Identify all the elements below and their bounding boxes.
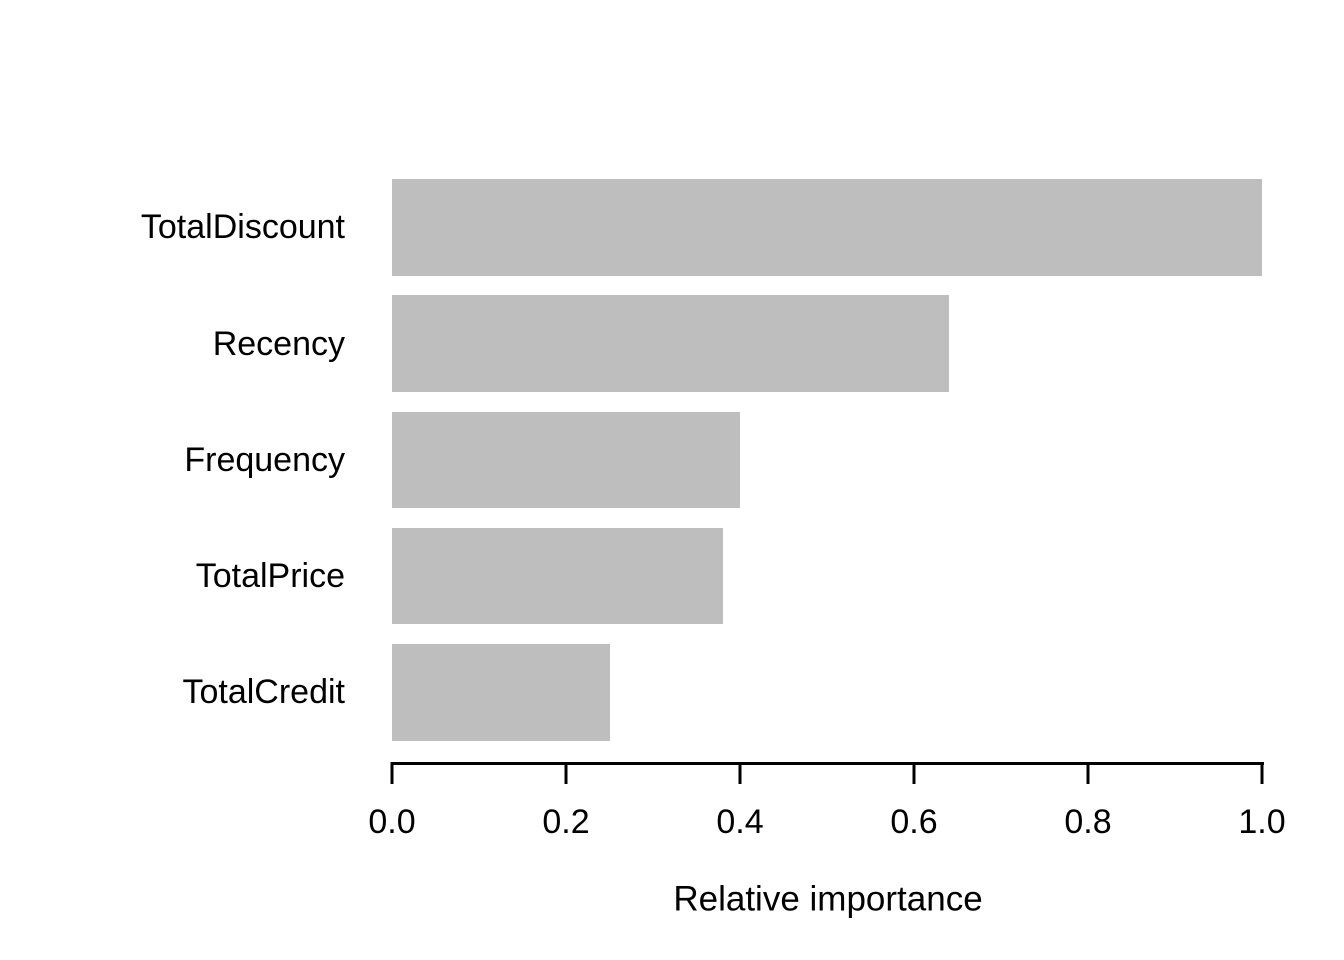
bar-frequency: [392, 411, 740, 508]
bar-recency: [392, 295, 949, 392]
x-axis-tick-label: 0.0: [368, 803, 416, 841]
x-axis-tick-label: 0.6: [890, 803, 938, 841]
x-axis-tick: [564, 762, 568, 784]
x-axis-title: Relative importance: [673, 879, 983, 919]
bar-totaldiscount: [392, 179, 1262, 276]
category-label-frequency: Frequency: [184, 440, 345, 479]
x-axis-tick: [1260, 762, 1264, 784]
x-axis-tick-label: 0.2: [542, 803, 590, 841]
category-label-totalprice: TotalPrice: [195, 557, 345, 595]
x-axis-tick: [390, 762, 394, 784]
x-axis-tick: [738, 762, 742, 784]
x-axis-line: [392, 762, 1264, 765]
x-axis-tick-label: 0.4: [716, 803, 764, 841]
category-label-totaldiscount: TotalDiscount: [140, 208, 345, 247]
category-label-totalcredit: TotalCredit: [182, 673, 345, 712]
bar-totalcredit: [392, 644, 610, 741]
x-axis-tick: [912, 762, 916, 784]
bar-totalprice: [392, 527, 723, 625]
x-axis-tick-label: 1.0: [1238, 803, 1286, 841]
x-axis-tick: [1086, 762, 1090, 784]
x-axis-tick-label: 0.8: [1064, 803, 1112, 841]
category-label-recency: Recency: [212, 324, 345, 363]
